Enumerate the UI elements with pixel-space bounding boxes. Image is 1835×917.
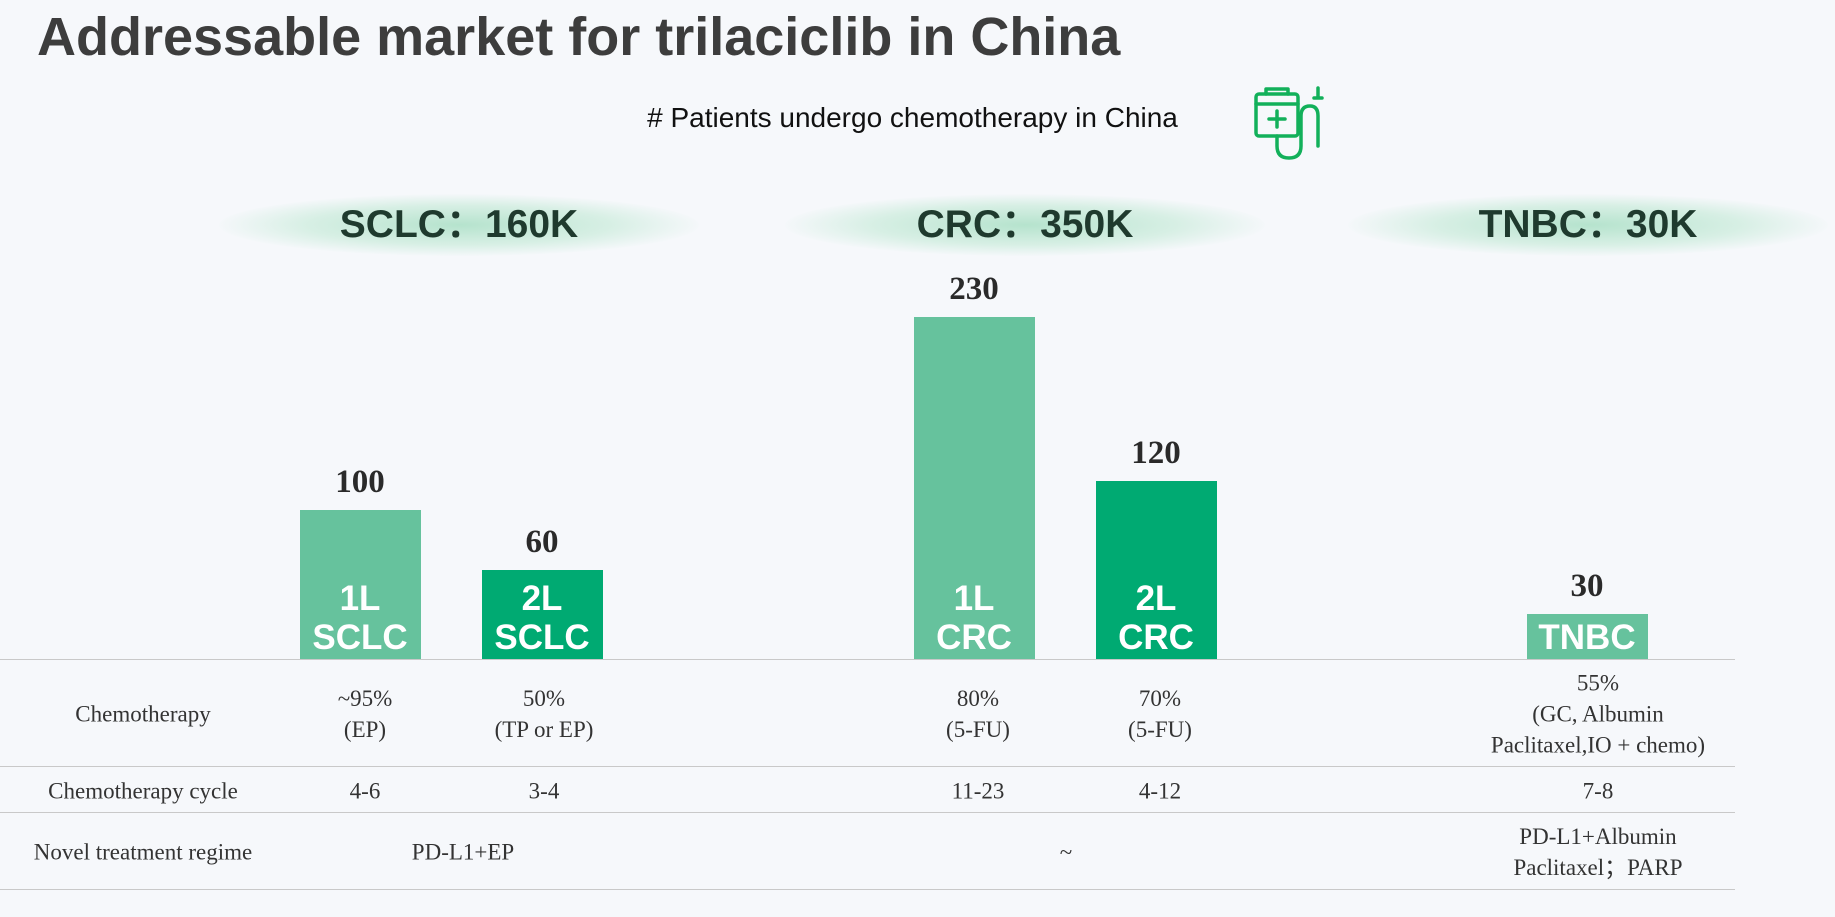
- bar-label: 1L CRC: [936, 579, 1012, 657]
- row-label: Chemotherapy: [75, 701, 211, 727]
- group-glow: [219, 194, 699, 256]
- bar: [913, 317, 1035, 659]
- group-label: TNBC：30K: [1478, 203, 1698, 246]
- table-cell: 70% (5-FU): [1128, 685, 1192, 742]
- table-rule: [0, 812, 1735, 813]
- group-glow: [1348, 194, 1828, 256]
- table-rule: [0, 766, 1735, 767]
- title: Addressable market for trilaciclib in Ch…: [37, 7, 1121, 67]
- bar-label: 1L SCLC: [312, 579, 408, 657]
- bar: [1526, 614, 1648, 659]
- table-cell: 3-4: [528, 778, 560, 804]
- table-cell: ~: [1059, 839, 1073, 865]
- value-label: 30: [1570, 568, 1604, 605]
- table-cell: ~95% (EP): [337, 685, 393, 742]
- bar: [1095, 480, 1217, 659]
- table-cell: 4-6: [349, 778, 381, 804]
- subtitle: # Patients undergo chemotherapy in China: [647, 102, 1178, 133]
- bar-label: 2L SCLC: [494, 579, 590, 657]
- table-cell: 80% (5-FU): [946, 685, 1010, 742]
- table-rule: [0, 889, 1735, 890]
- row-label: Novel treatment regime: [33, 839, 253, 865]
- value-label: 100: [335, 464, 385, 501]
- bar: [481, 569, 603, 659]
- bar-label: TNBC: [1538, 617, 1636, 657]
- group-glow: [785, 194, 1265, 256]
- table-cell: PD-L1+EP: [411, 839, 515, 865]
- value-label: 120: [1131, 434, 1181, 471]
- table-rule: [0, 659, 1735, 660]
- table-cell: PD-L1+Albumin Paclitaxel；PARP: [1513, 823, 1683, 880]
- iv-bag-icon: [1254, 86, 1324, 160]
- table-cell: 7-8: [1582, 778, 1614, 804]
- table-cell: 50% (TP or EP): [494, 685, 594, 742]
- value-label: 230: [949, 271, 999, 308]
- table-cell: 55% (GC, Albumin Paclitaxel,IO + chemo): [1490, 670, 1706, 758]
- table-cell: 4-12: [1138, 778, 1182, 804]
- value-label: 60: [525, 523, 559, 560]
- group-label: CRC：350K: [916, 203, 1134, 246]
- row-label: Chemotherapy cycle: [48, 778, 238, 804]
- bar: [299, 510, 421, 659]
- bar-label: 2L CRC: [1118, 579, 1194, 657]
- table-cell: 11-23: [951, 778, 1005, 804]
- group-label: SCLC：160K: [339, 203, 579, 246]
